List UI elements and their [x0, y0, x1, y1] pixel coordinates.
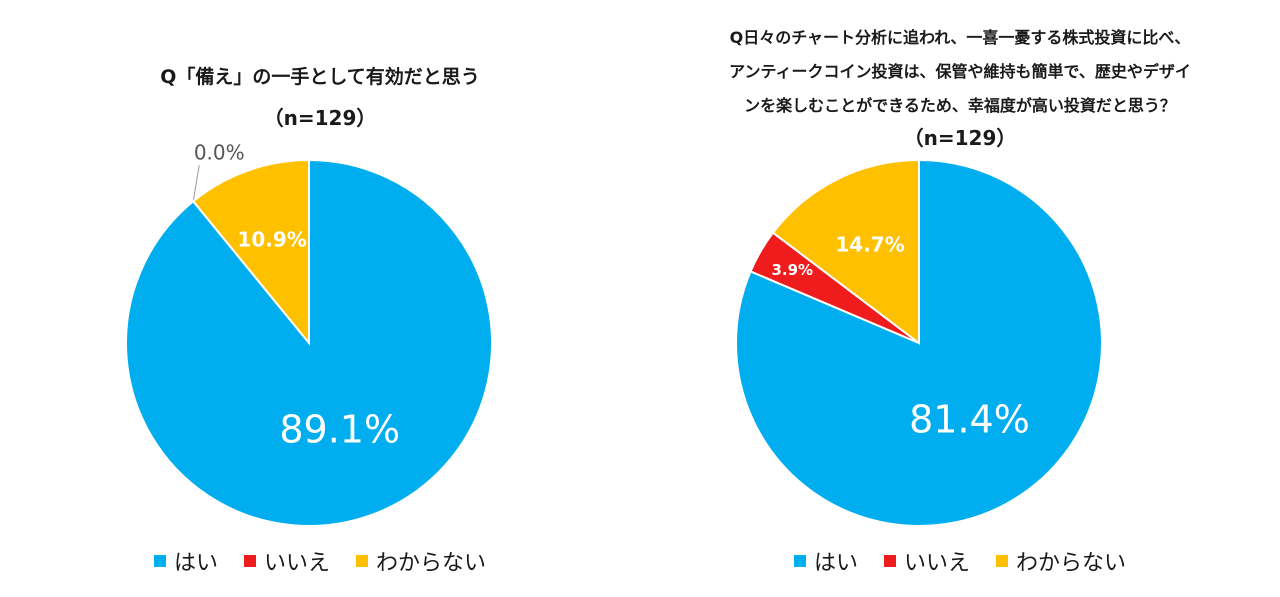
legend-label-unknown: わからない: [1016, 551, 1127, 576]
legend-label-no: いいえ: [903, 551, 970, 576]
pie-chart: 89.1% 0.0% 10.9%: [125, 140, 493, 527]
data-label-yes: 89.1%: [279, 407, 400, 451]
pie-chart: 81.4% 3.9% 14.7%: [735, 158, 1103, 527]
legend-label-yes: はい: [813, 551, 858, 576]
legend-item-yes: はい: [793, 545, 858, 577]
sample-size-label: （n=129）: [263, 106, 377, 130]
legend-swatch-yes: [793, 555, 806, 567]
legend-label-no: いいえ: [263, 551, 330, 576]
legend-swatch-unknown: [996, 555, 1008, 567]
pie-slice-unknown: [771, 158, 920, 346]
data-label-unknown: 14.7%: [835, 233, 904, 257]
chart-title-line: Q「備え」の一手として有効だと思う: [160, 66, 480, 88]
data-label-no: 0.0%: [194, 140, 245, 164]
legend-swatch-unknown: [356, 555, 368, 567]
chart-left: Q「備え」の一手として有効だと思う （n=129） 89.1% 0.0% 10.9%…: [0, 66, 640, 577]
chart-right: Q日々のチャート分析に追われ、一喜一憂する株式投資に比べ、 アンティークコイン投…: [640, 0, 1280, 597]
pie-slice-unknown: [191, 158, 310, 346]
leader-line-no: [192, 165, 200, 202]
legend-swatch-no: [243, 555, 256, 567]
data-label-yes: 81.4%: [909, 398, 1030, 442]
sample-size-label: （n=129）: [903, 126, 1017, 150]
legend-swatch-yes: [153, 555, 166, 567]
chart-title-line: Q日々のチャート分析に追われ、一喜一憂する株式投資に比べ、: [729, 28, 1191, 47]
legend: はい いいえ わからない: [0, 545, 640, 577]
data-label-no: 3.9%: [771, 261, 813, 279]
legend-swatch-no: [883, 555, 896, 567]
legend-item-unknown: わからない: [996, 545, 1126, 577]
legend-label-yes: はい: [173, 551, 218, 576]
chart-title-line: ンを楽しむことができるため、幸福度が高い投資だと思う？: [744, 96, 1176, 115]
legend-item-yes: はい: [153, 545, 218, 577]
legend-item-no: いいえ: [243, 545, 330, 577]
legend-item-unknown: わからない: [356, 545, 486, 577]
data-label-unknown: 10.9%: [237, 228, 306, 252]
chart-title-line: アンティークコイン投資は、保管や維持も簡単で、歴史やデザイ: [729, 62, 1191, 81]
legend-item-no: いいえ: [883, 545, 970, 577]
legend-label-unknown: わからない: [376, 551, 487, 576]
legend: はい いいえ わからない: [640, 545, 1280, 577]
